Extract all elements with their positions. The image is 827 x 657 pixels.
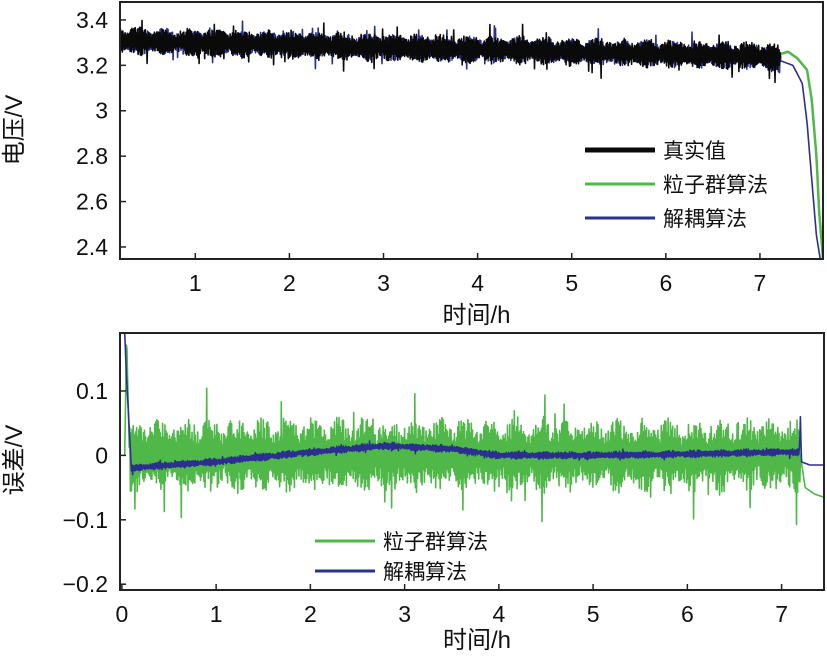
x-tick-label: 6	[659, 270, 672, 296]
x-tick-label: 0	[115, 601, 128, 627]
series-line-0	[123, 344, 824, 526]
legend-label: 真实值	[663, 140, 726, 163]
x-tick-label: 3	[398, 601, 411, 627]
y-tick-label: 2.6	[76, 189, 108, 215]
y-axis-label: 误差/V	[1, 425, 28, 496]
y-tick-label: 2.8	[76, 143, 108, 169]
x-tick-label: 1	[189, 270, 202, 296]
y-tick-label: 0.1	[76, 378, 108, 404]
x-tick-label: 4	[492, 601, 505, 627]
x-tick-label: 7	[775, 601, 788, 627]
plot-frame	[119, 332, 825, 591]
series-group	[120, 19, 823, 259]
x-tick-label: 1	[210, 601, 223, 627]
series-line-2	[120, 19, 782, 84]
legend-label: 粒子群算法	[383, 531, 488, 554]
legend-label: 解耦算法	[663, 208, 747, 231]
x-tick-label: 2	[283, 270, 296, 296]
y-tick-label: −0.2	[63, 571, 108, 597]
y-tick-label: −0.1	[63, 507, 108, 533]
plot-frame	[119, 1, 824, 260]
series-line-1	[779, 50, 823, 259]
x-tick-label: 3	[377, 270, 390, 296]
y-tick-label: 0	[95, 442, 108, 468]
x-tick-label: 2	[304, 601, 317, 627]
y-tick-label: 3.4	[76, 7, 108, 33]
y-tick-label: 3	[95, 98, 108, 124]
x-tick-label: 4	[471, 270, 484, 296]
x-axis-label: 时间/h	[442, 302, 510, 329]
series-group	[123, 333, 824, 526]
y-axis-label: 电压/V	[1, 95, 28, 166]
x-tick-label: 5	[565, 270, 578, 296]
y-tick-label: 2.4	[76, 234, 108, 260]
x-axis-label: 时间/h	[443, 627, 511, 654]
voltage-plot: 1 2 3 4 5 6 7 2.4 2.6 2.8 3 3.2 3.4 时间/h 电压/V 真实值粒子群算法解…	[1, 1, 824, 329]
x-tick-label: 5	[587, 601, 600, 627]
x-tick-label: 6	[681, 601, 694, 627]
legend-label: 解耦算法	[383, 561, 467, 584]
series-line-1	[123, 333, 824, 476]
x-tick-label: 7	[754, 270, 767, 296]
legend-label: 粒子群算法	[663, 174, 768, 197]
y-tick-label: 3.2	[76, 52, 108, 78]
